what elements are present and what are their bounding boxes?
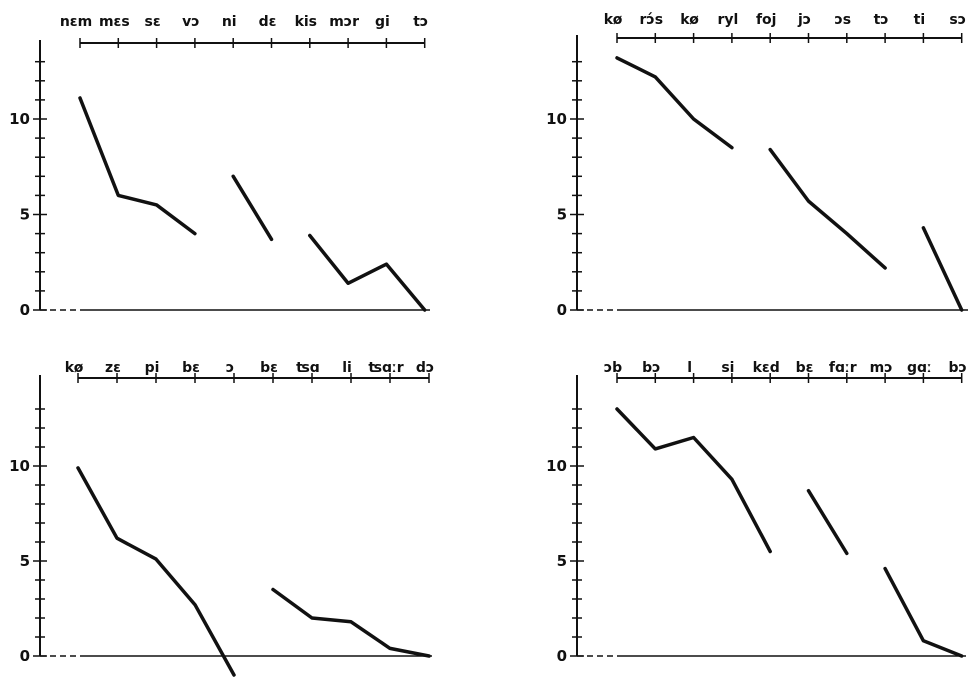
y-tick-label: 10	[546, 457, 567, 475]
pitch-contour-segment	[76, 466, 236, 677]
syllable-label: gɑː	[907, 360, 932, 376]
panel-top-right: 0 5 10 kø rɔ́s kø ryl foj jɔ ɔs tɔ ti sɔ	[546, 12, 968, 319]
syllable-label: l	[687, 360, 692, 376]
syllable-label: ʦɑːr	[368, 360, 403, 376]
syllable-label: kø	[680, 12, 699, 28]
syllable-label: kø	[65, 360, 84, 376]
y-tick-label: 0	[20, 647, 30, 665]
syllable-label: si	[721, 360, 734, 376]
syllable-label: ni	[222, 14, 237, 30]
syllable-label: ti	[914, 12, 926, 28]
syllable-label: bɛ	[182, 360, 200, 376]
pitch-contour-segment	[806, 488, 849, 556]
syllable-label: foj	[756, 12, 777, 28]
y-tick-label: 0	[20, 301, 30, 319]
syllable-label: ryl	[717, 12, 738, 28]
y-tick-label: 5	[20, 552, 30, 570]
syllable-label: kɛd	[753, 360, 780, 376]
pitch-contour-segment	[768, 147, 887, 270]
y-tick-label: 5	[557, 552, 567, 570]
y-tick-label: 0	[557, 647, 567, 665]
pitch-contour-segment	[615, 407, 772, 554]
syllable-label: dɛ	[259, 14, 277, 30]
syllable-label: ɔs	[834, 12, 851, 28]
syllable-label: ɔ	[226, 360, 234, 376]
syllable-label: dɔ	[416, 360, 434, 376]
syllable-label: li	[342, 360, 352, 376]
pitch-contour-segment	[921, 226, 964, 312]
panel-top-left: 0 5 10 nɛm mɛs sɛ vɔ ni dɛ kis mɔr gi tɔ	[9, 14, 430, 319]
y-tick-label: 0	[557, 301, 567, 319]
syllable-label: mɔr	[329, 14, 359, 30]
pitch-contour-segment	[308, 233, 427, 312]
syllable-label: mɛs	[99, 14, 130, 30]
y-tick-label: 5	[557, 206, 567, 224]
pitch-contour-segment	[271, 587, 431, 658]
syllable-label: nɛm	[60, 14, 92, 30]
syllable-label: zɛ	[105, 360, 121, 376]
syllable-label: sɔ	[949, 12, 966, 28]
syllable-label: jɔ	[797, 12, 811, 28]
panel-bottom-right: 0 5 10 ɔb bɔ l si kɛd bɛ fɑːr mɔ gɑː bɔ	[546, 360, 967, 665]
syllable-label: sɛ	[145, 14, 161, 30]
syllable-label: gi	[375, 14, 390, 30]
panel-bottom-left: 0 5 10 kø zɛ pi bɛ ɔ bɛ ʦɑ li ʦɑːr dɔ	[9, 360, 434, 677]
syllable-label: vɔ	[182, 14, 199, 30]
syllable-label: ɔb	[604, 360, 622, 376]
syllable-label: tɔ	[874, 12, 889, 28]
syllable-label: bɔ	[642, 360, 660, 376]
pitch-contour-segment	[78, 96, 197, 236]
syllable-label: bɛ	[260, 360, 278, 376]
pitch-contour-segment	[883, 566, 964, 658]
y-tick-label: 10	[546, 110, 567, 128]
syllable-label: ʦɑ	[296, 360, 320, 376]
syllable-label: tɔ	[413, 14, 428, 30]
syllable-label: bɔ	[949, 360, 967, 376]
y-tick-label: 10	[9, 457, 30, 475]
pitch-contour-segment	[231, 174, 274, 242]
syllable-label: kis	[295, 14, 317, 30]
syllable-label: bɛ	[796, 360, 814, 376]
syllable-label: mɔ	[870, 360, 893, 376]
y-tick-label: 5	[20, 206, 30, 224]
syllable-label: kø	[604, 12, 623, 28]
pitch-contour-segment	[615, 56, 734, 150]
y-tick-label: 10	[9, 110, 30, 128]
syllable-label: fɑːr	[829, 360, 857, 376]
syllable-label: rɔ́s	[640, 12, 664, 28]
syllable-label: pi	[145, 360, 160, 376]
